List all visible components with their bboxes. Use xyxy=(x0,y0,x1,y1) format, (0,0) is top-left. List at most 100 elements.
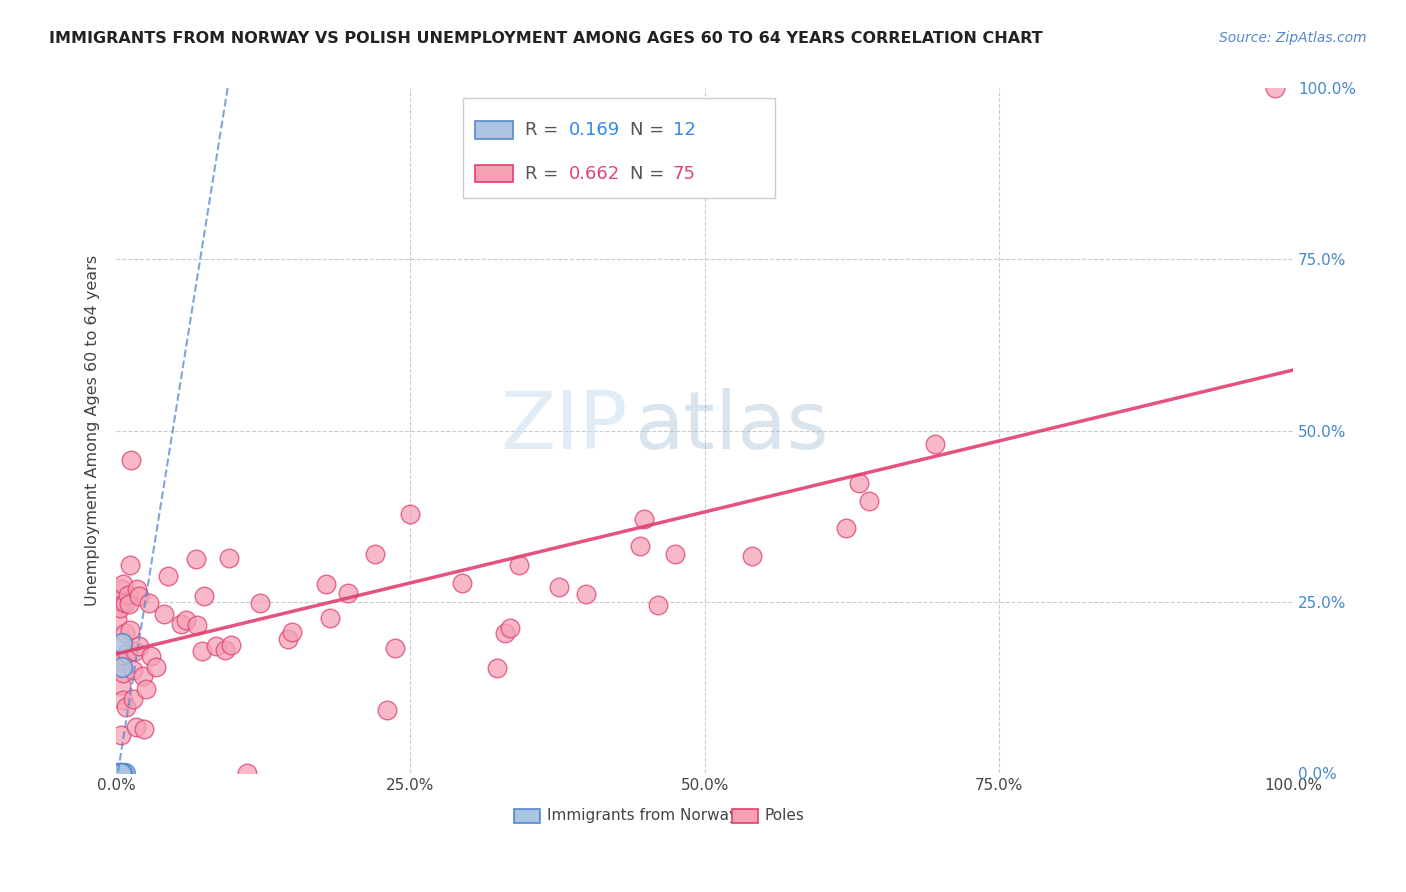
Point xyxy=(125,582,148,596)
Point xyxy=(176,613,198,627)
Text: Poles: Poles xyxy=(765,808,804,823)
Point xyxy=(132,669,155,683)
Point xyxy=(120,453,142,467)
Point xyxy=(122,663,145,677)
Point xyxy=(157,569,180,583)
Point xyxy=(494,626,516,640)
Point xyxy=(114,596,136,610)
Point xyxy=(115,647,138,661)
Text: 0.662: 0.662 xyxy=(569,165,620,183)
Point xyxy=(205,639,228,653)
Point xyxy=(628,539,651,553)
Point xyxy=(318,611,340,625)
Point xyxy=(108,593,131,607)
Point xyxy=(848,476,870,491)
Point xyxy=(124,644,146,658)
Point xyxy=(112,693,135,707)
Point xyxy=(214,643,236,657)
Point xyxy=(107,594,129,608)
Point xyxy=(110,728,132,742)
Point xyxy=(647,599,669,613)
Point xyxy=(125,720,148,734)
Point xyxy=(112,577,135,591)
Point xyxy=(337,586,360,600)
FancyBboxPatch shape xyxy=(464,98,775,198)
Point xyxy=(193,589,215,603)
Point xyxy=(153,607,176,621)
Point xyxy=(398,507,420,521)
Point xyxy=(219,638,242,652)
Point xyxy=(108,766,131,780)
Point xyxy=(170,617,193,632)
Point xyxy=(110,678,132,692)
Text: 0.169: 0.169 xyxy=(569,121,620,139)
Point xyxy=(141,649,163,664)
Point xyxy=(122,692,145,706)
Point xyxy=(110,582,132,596)
Text: atlas: atlas xyxy=(634,388,828,467)
Point xyxy=(112,665,135,680)
Point xyxy=(741,549,763,563)
Text: ZIP: ZIP xyxy=(501,388,628,467)
Point xyxy=(835,521,858,535)
Point xyxy=(120,623,142,637)
Point xyxy=(315,577,337,591)
Point xyxy=(280,625,302,640)
Bar xyxy=(475,121,513,139)
Point xyxy=(547,580,569,594)
Point xyxy=(107,766,129,780)
Text: IMMIGRANTS FROM NORWAY VS POLISH UNEMPLOYMENT AMONG AGES 60 TO 64 YEARS CORRELAT: IMMIGRANTS FROM NORWAY VS POLISH UNEMPLO… xyxy=(49,31,1043,46)
Point xyxy=(145,660,167,674)
Point xyxy=(364,547,387,561)
Point xyxy=(924,437,946,451)
Point xyxy=(633,512,655,526)
Text: Source: ZipAtlas.com: Source: ZipAtlas.com xyxy=(1219,31,1367,45)
Point xyxy=(115,700,138,714)
Point xyxy=(110,653,132,667)
Text: N =: N = xyxy=(630,165,671,183)
Point xyxy=(110,766,132,780)
Point xyxy=(114,766,136,780)
Point xyxy=(184,551,207,566)
Point xyxy=(120,558,142,572)
Point xyxy=(277,632,299,646)
Point xyxy=(128,639,150,653)
Point xyxy=(128,590,150,604)
Y-axis label: Unemployment Among Ages 60 to 64 years: Unemployment Among Ages 60 to 64 years xyxy=(86,255,100,607)
Point xyxy=(486,661,509,675)
Point xyxy=(191,644,214,658)
Point xyxy=(111,636,134,650)
Point xyxy=(108,766,131,780)
Point xyxy=(110,766,132,780)
Point xyxy=(117,588,139,602)
Point xyxy=(107,766,129,780)
Point xyxy=(105,612,128,626)
Point xyxy=(375,703,398,717)
Point xyxy=(664,547,686,561)
Point xyxy=(108,601,131,615)
Point xyxy=(117,598,139,612)
Point xyxy=(111,766,134,780)
Point xyxy=(112,766,135,780)
Point xyxy=(111,660,134,674)
Point xyxy=(135,682,157,697)
Point xyxy=(858,493,880,508)
Bar xyxy=(475,165,513,183)
Point xyxy=(134,723,156,737)
Point xyxy=(138,596,160,610)
Point xyxy=(575,587,598,601)
Point xyxy=(249,596,271,610)
Text: R =: R = xyxy=(524,165,564,183)
Text: N =: N = xyxy=(630,121,671,139)
Point xyxy=(384,641,406,656)
Point xyxy=(218,550,240,565)
Text: 75: 75 xyxy=(673,165,696,183)
Point xyxy=(114,626,136,640)
Point xyxy=(451,576,474,591)
Point xyxy=(1264,81,1286,95)
Point xyxy=(508,558,530,572)
Text: 12: 12 xyxy=(673,121,696,139)
Point xyxy=(107,766,129,780)
Point xyxy=(236,766,259,780)
Text: R =: R = xyxy=(524,121,564,139)
